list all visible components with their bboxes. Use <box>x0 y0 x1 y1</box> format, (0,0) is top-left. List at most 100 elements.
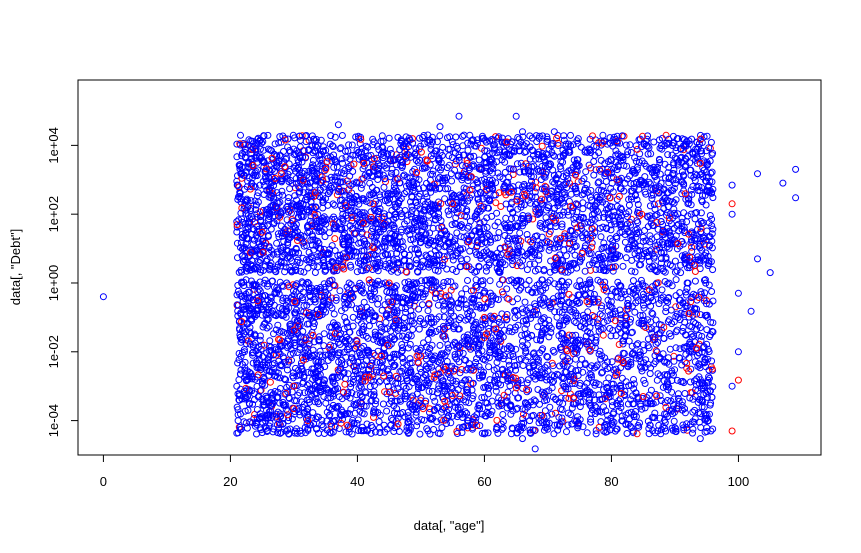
blue-dense-point <box>362 142 370 150</box>
blue-dense-point <box>494 218 502 226</box>
blue-dense-point <box>653 268 661 276</box>
blue-dense-point <box>440 279 448 286</box>
blue-dense-point <box>355 200 363 208</box>
blue-dense-point <box>381 244 389 252</box>
blue-dense-point <box>634 340 642 348</box>
blue-dense-point <box>537 245 545 253</box>
blue-dense-point <box>394 155 402 163</box>
blue-dense-point <box>495 133 503 141</box>
blue-dense-point <box>598 312 606 320</box>
blue-dense-point <box>563 428 570 436</box>
blue-dense-point <box>529 411 537 419</box>
blue-dense-point <box>470 321 478 329</box>
blue-dense-point <box>686 378 694 386</box>
blue-dense-point <box>282 263 290 271</box>
blue-dense-point <box>523 341 531 349</box>
blue-dense-point <box>242 419 250 427</box>
blue-dense-point <box>554 185 562 193</box>
blue-dense-point <box>486 277 494 285</box>
blue-dense-point <box>264 131 272 139</box>
blue-dense-point <box>602 200 610 208</box>
blue-dense-point <box>543 137 551 145</box>
blue-dense-point <box>536 336 544 344</box>
blue-dense-point <box>622 254 630 262</box>
blue-dense-point <box>431 397 439 405</box>
blue-dense-point <box>626 218 634 226</box>
blue-dense-point <box>531 426 539 434</box>
blue-dense-point <box>523 140 530 148</box>
blue-dense-point <box>677 261 685 269</box>
blue-dense-point <box>668 262 676 270</box>
red-dense-point <box>495 189 503 197</box>
blue-dense-point <box>514 394 522 402</box>
blue-dense-point <box>688 191 696 198</box>
blue-dense-point <box>623 151 631 159</box>
blue-dense-point <box>361 240 368 248</box>
blue-dense-point <box>236 165 244 173</box>
blue-dense-point <box>629 350 636 358</box>
blue-dense-point <box>673 267 681 275</box>
blue-dense-point <box>454 172 462 180</box>
blue-dense-point <box>462 376 470 384</box>
blue-dense-point <box>421 371 429 378</box>
blue-dense-point <box>527 314 535 322</box>
blue-dense-point <box>374 255 382 263</box>
blue-dense-point <box>660 249 668 257</box>
blue-dense-point <box>525 277 533 284</box>
blue-dense-point <box>376 429 384 436</box>
blue-dense-point <box>656 156 663 164</box>
blue-dense-point <box>707 318 715 326</box>
blue-dense-point <box>607 157 615 165</box>
blue-dense-point <box>607 332 615 340</box>
blue-dense-point <box>443 348 451 356</box>
blue-dense-point <box>539 132 547 140</box>
blue-dense-point <box>397 388 405 396</box>
blue-dense-point <box>698 196 706 204</box>
blue-dense-point <box>521 298 529 306</box>
blue-dense-point <box>488 407 496 415</box>
blue-dense-point <box>630 376 637 383</box>
blue-dense-point <box>414 418 422 426</box>
blue-dense-point <box>662 174 669 182</box>
blue-dense-point <box>507 344 515 352</box>
blue-dense-point <box>583 429 591 437</box>
blue-dense-point <box>386 289 394 296</box>
blue-dense-point <box>606 325 614 332</box>
blue-dense-point <box>452 133 460 141</box>
red-dense-point <box>236 140 244 148</box>
blue-dense-point <box>265 215 273 223</box>
blue-dense-point <box>666 345 674 353</box>
blue-dense-point <box>625 245 633 253</box>
blue-dense-point <box>565 299 573 307</box>
blue-dense-point <box>569 207 576 215</box>
blue-dense-point <box>607 315 615 323</box>
blue-dense-point <box>460 396 467 404</box>
blue-dense-point <box>482 303 489 311</box>
blue-dense-point <box>279 191 287 199</box>
blue-dense-point <box>404 344 412 352</box>
blue-dense-point <box>542 183 550 191</box>
blue-dense-point <box>649 310 657 318</box>
blue-dense-point <box>345 141 353 149</box>
blue-dense-point <box>631 154 639 162</box>
blue-dense-point <box>703 227 711 235</box>
blue-dense-point <box>393 410 401 418</box>
blue-dense-point <box>259 377 266 385</box>
blue-dense-point <box>259 292 267 300</box>
blue-dense-point <box>526 417 534 425</box>
blue-dense-point <box>488 212 496 220</box>
blue-dense-point <box>534 323 542 331</box>
blue-dense-point <box>684 195 692 203</box>
blue-dense-point <box>412 256 420 264</box>
blue-dense-point <box>256 268 264 276</box>
blue-dense-point <box>702 173 710 181</box>
blue-dense-point <box>448 384 456 392</box>
blue-dense-point <box>348 199 356 207</box>
blue-dense-point <box>517 200 525 208</box>
blue-dense-point <box>708 357 716 365</box>
blue-dense-point <box>253 406 261 413</box>
blue-dense-point <box>474 195 482 203</box>
blue-dense-point <box>353 147 361 154</box>
red-dense-point <box>242 384 250 392</box>
blue-dense-point <box>554 371 562 379</box>
